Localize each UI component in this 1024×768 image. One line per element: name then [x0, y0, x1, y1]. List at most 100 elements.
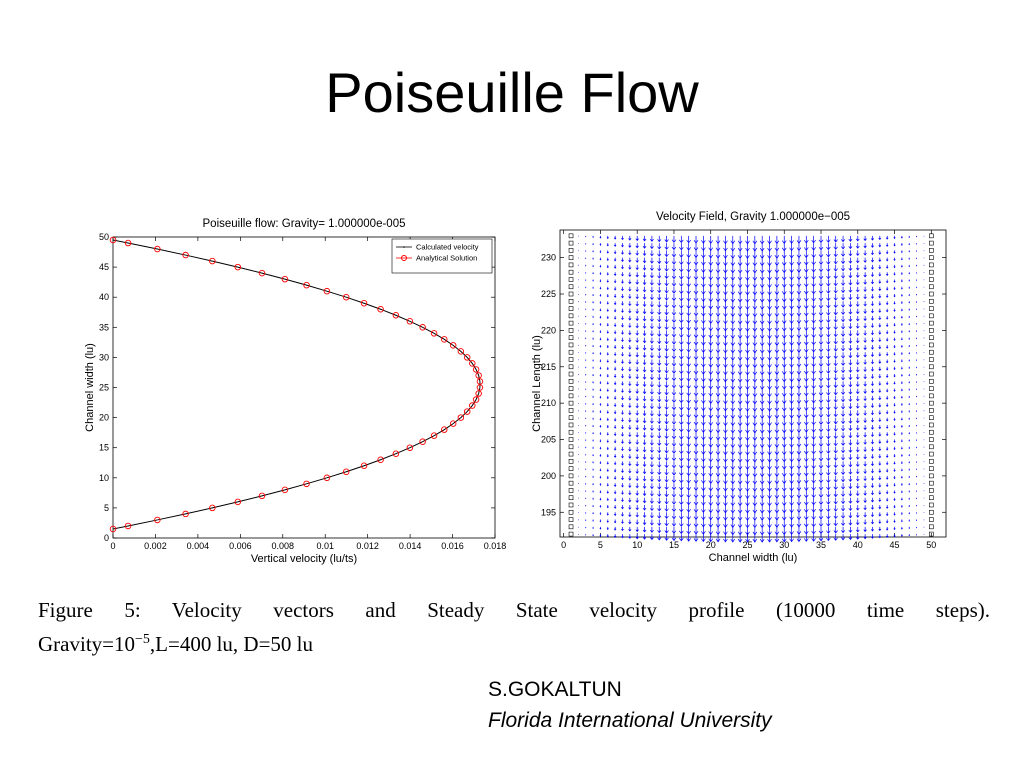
velocity-arrow [804, 374, 809, 382]
velocity-arrow [592, 439, 594, 442]
velocity-arrow [841, 381, 846, 388]
velocity-arrow [679, 497, 684, 506]
velocity-arrow [855, 526, 860, 533]
velocity-arrow [885, 497, 889, 502]
velocity-arrow [811, 388, 816, 397]
velocity-arrow [701, 388, 706, 397]
velocity-arrow [855, 359, 860, 366]
velocity-arrow [657, 417, 662, 425]
velocity-arrow [893, 308, 896, 312]
wall-node [568, 495, 574, 501]
velocity-arrow [621, 446, 624, 452]
velocity-arrow [916, 272, 918, 274]
velocity-arrow [916, 504, 918, 507]
wall-node [928, 349, 934, 355]
velocity-arrow [628, 359, 632, 365]
velocity-arrow [818, 264, 824, 273]
author-name: S.GOKALTUN [488, 678, 622, 701]
velocity-arrow [774, 381, 780, 390]
velocity-arrow [599, 344, 602, 348]
velocity-arrow [730, 243, 736, 252]
velocity-arrow [606, 417, 609, 421]
velocity-arrow [606, 294, 609, 298]
velocity-arrow [878, 301, 882, 306]
wall-node [568, 320, 574, 326]
velocity-arrow [599, 315, 602, 319]
velocity-arrow [878, 315, 882, 321]
velocity-arrow [635, 519, 639, 525]
velocity-arrow [730, 519, 736, 529]
velocity-arrow [826, 359, 831, 367]
velocity-arrow [613, 388, 617, 393]
x-tick-label: 0.012 [356, 541, 379, 551]
velocity-arrow [693, 461, 699, 470]
y-tick-label: 35 [99, 322, 109, 332]
velocity-arrow [796, 439, 802, 448]
velocity-arrow [908, 344, 910, 348]
velocity-arrow [621, 330, 624, 335]
legend-label: Calculated velocity [416, 243, 479, 252]
velocity-arrow [715, 424, 721, 434]
velocity-arrow [833, 395, 838, 403]
velocity-arrow [708, 279, 714, 288]
velocity-arrow [796, 526, 802, 535]
velocity-arrow [715, 272, 721, 281]
velocity-arrow [693, 446, 699, 455]
velocity-arrow [826, 235, 831, 243]
velocity-arrow [900, 294, 903, 297]
velocity-arrow [789, 534, 794, 543]
velocity-arrow [649, 374, 654, 381]
velocity-arrow [885, 381, 889, 386]
velocity-arrow [679, 410, 684, 418]
velocity-arrow [774, 235, 780, 245]
velocity-arrow [730, 374, 736, 383]
velocity-arrow [723, 286, 728, 296]
velocity-arrow [781, 388, 787, 397]
solution-marker [430, 330, 438, 337]
velocity-arrow [657, 272, 662, 279]
velocity-arrow [916, 410, 918, 412]
velocity-arrow [693, 294, 699, 302]
velocity-arrow [767, 308, 772, 318]
velocity-arrow [863, 352, 867, 358]
velocity-arrow [811, 504, 816, 513]
velocity-arrow [855, 235, 860, 242]
wall-node [568, 240, 574, 246]
velocity-arrow [708, 519, 714, 528]
velocity-arrow [833, 424, 838, 432]
velocity-arrow [671, 468, 677, 476]
velocity-arrow [863, 257, 867, 263]
velocity-arrow [916, 439, 918, 442]
velocity-arrow [767, 395, 772, 405]
velocity-arrow [796, 301, 802, 310]
velocity-arrow [686, 344, 691, 353]
velocity-arrow [900, 352, 903, 355]
y-axis-label: Channel width (lu) [84, 343, 96, 432]
velocity-arrow [863, 286, 867, 292]
velocity-arrow [585, 315, 587, 318]
velocity-arrow [664, 323, 669, 330]
velocity-arrow [723, 374, 728, 383]
velocity-arrow [723, 526, 728, 536]
velocity-arrow [730, 395, 736, 405]
velocity-arrow [916, 308, 918, 311]
velocity-arrow [635, 454, 639, 460]
velocity-arrow [606, 410, 609, 414]
velocity-arrow [664, 446, 669, 454]
velocity-arrow [657, 374, 662, 381]
velocity-arrow [613, 439, 617, 444]
solution-marker [472, 366, 480, 373]
velocity-arrow [870, 308, 875, 314]
velocity-arrow [649, 475, 654, 482]
velocity-arrow [599, 497, 602, 501]
velocity-arrow [715, 432, 721, 441]
velocity-arrow [621, 264, 624, 270]
velocity-arrow [916, 512, 918, 514]
velocity-arrow [841, 475, 846, 483]
velocity-arrow [592, 395, 594, 399]
velocity-arrow [767, 504, 772, 514]
velocity-arrow [671, 519, 677, 527]
solution-marker [469, 360, 476, 367]
velocity-arrow [606, 374, 609, 378]
velocity-arrow [723, 424, 728, 434]
